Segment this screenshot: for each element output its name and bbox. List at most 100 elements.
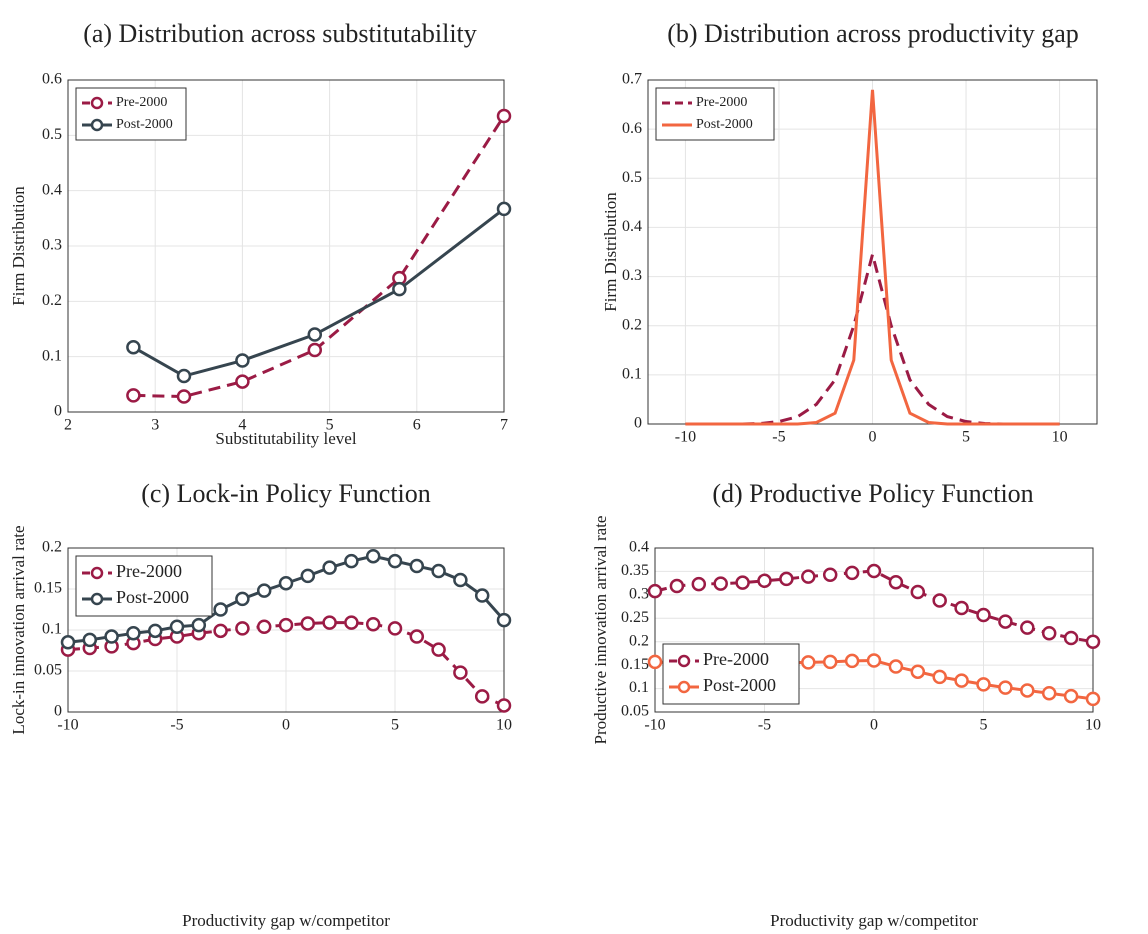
x-tick-label: 2 bbox=[64, 417, 72, 434]
chart-title: (d) Productive Policy Function bbox=[712, 479, 1033, 508]
legend-label: Pre-2000 bbox=[703, 649, 769, 669]
x-tick-label: 4 bbox=[238, 417, 246, 434]
marker bbox=[691, 576, 707, 592]
marker bbox=[998, 680, 1013, 695]
legend-label: Post-2000 bbox=[696, 117, 753, 132]
x-tick-label: 5 bbox=[326, 417, 334, 434]
x-tick-label: 7 bbox=[500, 417, 508, 434]
legend-marker bbox=[90, 592, 104, 606]
legend-label: Pre-2000 bbox=[116, 95, 167, 110]
chart-title: (b) Distribution across productivity gap bbox=[667, 19, 1079, 48]
legend-box bbox=[655, 87, 775, 141]
legend-marker bbox=[90, 118, 104, 132]
y-tick-label: 0.15 bbox=[621, 656, 649, 673]
marker bbox=[735, 575, 750, 590]
marker bbox=[60, 635, 76, 650]
marker bbox=[954, 673, 969, 688]
x-tick-label: -5 bbox=[170, 717, 183, 734]
marker bbox=[431, 642, 446, 657]
y-axis-label: Lock-in innovation arrival rate bbox=[9, 525, 28, 734]
y-axis-label: Productive innovation arrival rate bbox=[591, 516, 610, 745]
marker bbox=[496, 201, 512, 217]
marker bbox=[365, 617, 381, 632]
x-tick-label: 5 bbox=[962, 429, 970, 446]
legend-label: Post-2000 bbox=[116, 117, 173, 132]
marker bbox=[844, 653, 860, 669]
marker bbox=[126, 340, 141, 355]
legend-marker bbox=[90, 566, 104, 580]
y-tick-label: 0.1 bbox=[622, 366, 642, 383]
marker bbox=[976, 677, 991, 692]
marker bbox=[213, 602, 228, 617]
x-tick-label: 0 bbox=[869, 429, 877, 446]
marker bbox=[409, 629, 425, 644]
marker bbox=[278, 576, 294, 591]
marker bbox=[932, 669, 947, 685]
x-tick-label: 5 bbox=[391, 717, 399, 734]
marker bbox=[82, 632, 98, 648]
legend-box bbox=[662, 643, 800, 705]
y-tick-label: 0.2 bbox=[42, 539, 62, 556]
marker bbox=[844, 565, 860, 581]
legend-marker bbox=[677, 680, 691, 694]
x-tick-label: 3 bbox=[151, 417, 159, 434]
y-tick-label: 0.3 bbox=[622, 267, 642, 284]
series-line bbox=[685, 89, 1060, 426]
marker bbox=[822, 654, 838, 670]
axes-box bbox=[67, 79, 505, 413]
chart-title: (a) Distribution across substitutability bbox=[83, 19, 477, 48]
marker bbox=[147, 623, 163, 639]
marker bbox=[300, 568, 316, 584]
marker bbox=[322, 615, 337, 630]
y-tick-label: 0.25 bbox=[621, 609, 649, 626]
marker bbox=[1020, 620, 1035, 635]
x-tick-label: -10 bbox=[644, 717, 665, 734]
x-tick-label: -5 bbox=[758, 717, 771, 734]
axes-box bbox=[67, 547, 505, 713]
marker bbox=[431, 563, 446, 579]
marker bbox=[801, 569, 816, 584]
marker bbox=[409, 558, 425, 574]
marker bbox=[344, 553, 359, 569]
legend-marker bbox=[677, 654, 691, 668]
x-tick-label: 10 bbox=[496, 717, 512, 734]
marker bbox=[888, 574, 904, 590]
marker bbox=[126, 388, 141, 403]
y-tick-label: 0.1 bbox=[42, 347, 62, 364]
marker bbox=[176, 368, 192, 384]
legend-label: Pre-2000 bbox=[696, 95, 747, 110]
y-tick-label: 0.05 bbox=[34, 662, 62, 679]
y-tick-label: 0.4 bbox=[622, 218, 642, 235]
x-tick-label: -5 bbox=[772, 429, 785, 446]
y-tick-label: 0 bbox=[54, 403, 62, 420]
marker bbox=[1085, 634, 1101, 649]
marker bbox=[779, 571, 794, 587]
marker bbox=[801, 655, 816, 670]
marker bbox=[888, 659, 904, 674]
x-tick-label: 5 bbox=[980, 717, 988, 734]
series-line bbox=[133, 115, 506, 399]
axes-box bbox=[647, 79, 1098, 425]
marker bbox=[496, 108, 512, 124]
marker bbox=[307, 342, 323, 358]
y-tick-label: 0.5 bbox=[42, 126, 62, 143]
marker bbox=[235, 353, 250, 368]
marker bbox=[910, 664, 926, 679]
marker bbox=[910, 584, 926, 600]
marker bbox=[647, 583, 663, 599]
y-tick-label: 0.35 bbox=[621, 562, 649, 579]
y-tick-label: 0.5 bbox=[622, 169, 642, 186]
y-tick-label: 0.6 bbox=[42, 71, 62, 88]
marker bbox=[213, 623, 228, 639]
marker bbox=[866, 563, 882, 579]
marker bbox=[1041, 626, 1057, 641]
y-axis-label: Firm Distribution bbox=[9, 186, 28, 306]
x-axis-label: Substitutability level bbox=[215, 429, 356, 448]
marker bbox=[256, 583, 272, 598]
y-tick-label: 0.3 bbox=[42, 237, 62, 254]
marker bbox=[387, 621, 403, 636]
y-tick-label: 0.4 bbox=[629, 539, 649, 556]
marker bbox=[104, 629, 119, 644]
x-tick-label: 10 bbox=[1052, 429, 1068, 446]
